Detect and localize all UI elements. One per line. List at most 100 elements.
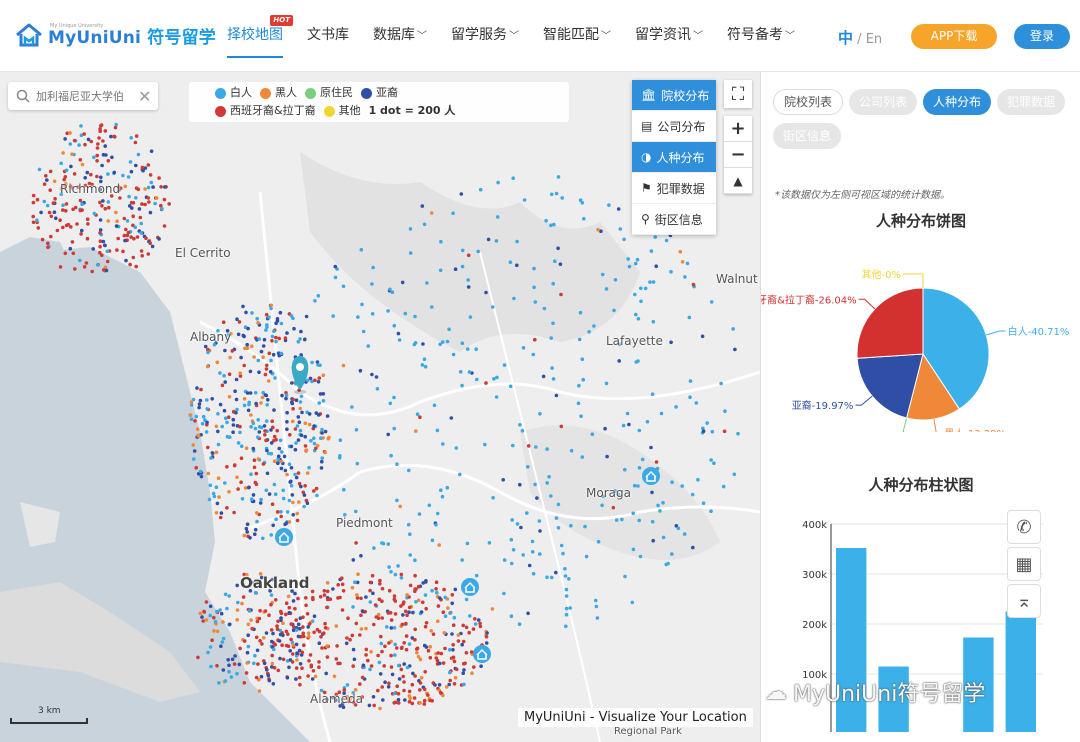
population-dot bbox=[289, 483, 294, 488]
population-dot bbox=[637, 518, 641, 523]
layer-race-distribution[interactable]: ◑ 人种分布 bbox=[632, 142, 716, 173]
phone-button[interactable]: ✆ bbox=[1007, 510, 1041, 544]
population-dot bbox=[126, 230, 131, 235]
clear-search-icon[interactable]: ✕ bbox=[138, 86, 152, 106]
nav-item-essay-library[interactable]: 文书库 bbox=[307, 27, 349, 43]
population-dot bbox=[263, 372, 268, 377]
population-dot bbox=[408, 696, 413, 701]
population-dot bbox=[323, 626, 328, 630]
population-dot bbox=[262, 636, 266, 640]
population-dot bbox=[285, 510, 290, 514]
population-dot bbox=[551, 377, 556, 381]
tab-crime-data[interactable]: 犯罪数据 bbox=[997, 89, 1066, 115]
population-dot bbox=[257, 430, 262, 434]
school-marker-icon[interactable] bbox=[461, 578, 479, 596]
school-marker-icon[interactable] bbox=[473, 645, 491, 663]
population-dot bbox=[143, 202, 147, 207]
population-dots bbox=[31, 122, 740, 711]
population-dot bbox=[325, 597, 330, 602]
map-canvas[interactable]: Richmond El Cerrito Albany Lafayette Wal… bbox=[0, 72, 760, 742]
population-dot bbox=[266, 673, 271, 678]
population-dot bbox=[252, 465, 257, 470]
population-dot bbox=[206, 650, 210, 655]
population-dot bbox=[153, 201, 157, 206]
population-dot bbox=[376, 612, 381, 617]
fullscreen-button[interactable]: ⛶ bbox=[724, 80, 752, 108]
pie-chart-title: 人种分布饼图 bbox=[875, 212, 966, 230]
nav-item-database[interactable]: 数据库 ﹀ bbox=[373, 27, 427, 43]
population-dot bbox=[636, 484, 640, 488]
population-dot bbox=[231, 430, 235, 435]
zoom-in-button[interactable]: + bbox=[724, 116, 752, 142]
population-dot bbox=[278, 628, 283, 633]
layer-company-distribution[interactable]: ▤ 公司分布 bbox=[632, 111, 716, 142]
population-dot bbox=[496, 180, 500, 185]
population-dot bbox=[276, 668, 281, 673]
population-dot bbox=[549, 223, 553, 228]
logo[interactable]: MyUniUni 符号留学 bbox=[14, 22, 216, 48]
login-button[interactable]: 登录 bbox=[1014, 24, 1070, 49]
nav-item-school-map[interactable]: 择校地图 HOT bbox=[215, 0, 295, 72]
population-dot bbox=[225, 606, 229, 611]
population-dot bbox=[258, 608, 262, 613]
population-dot bbox=[275, 510, 280, 514]
population-dot bbox=[270, 577, 275, 582]
population-dot bbox=[341, 284, 346, 289]
app-download-button[interactable]: APP下载 bbox=[911, 24, 997, 49]
population-dot bbox=[512, 296, 516, 301]
location-pin-icon[interactable] bbox=[291, 356, 309, 394]
tab-block-info[interactable]: 街区信息 bbox=[773, 123, 842, 149]
population-dot bbox=[344, 641, 349, 646]
tab-company-list[interactable]: 公司列表 bbox=[849, 89, 918, 115]
population-dot bbox=[189, 400, 194, 404]
lang-en[interactable]: En bbox=[865, 32, 883, 47]
population-dot bbox=[345, 695, 350, 700]
population-dot bbox=[465, 541, 470, 546]
population-dot bbox=[253, 391, 258, 395]
population-dot bbox=[389, 570, 393, 574]
population-dot bbox=[62, 177, 66, 182]
population-dot bbox=[264, 488, 269, 493]
population-dot bbox=[407, 700, 412, 704]
layer-school-distribution[interactable]: 🏛 院校分布 bbox=[632, 80, 716, 111]
back-to-top-icon: ⌅ bbox=[1016, 590, 1032, 612]
population-dot bbox=[319, 635, 323, 639]
nav-item-smart-match[interactable]: 智能匹配 ﹀ bbox=[543, 27, 611, 43]
qr-code-button[interactable]: ▦ bbox=[1007, 547, 1041, 581]
search-input[interactable] bbox=[36, 89, 132, 103]
population-dot bbox=[545, 575, 549, 580]
school-marker-icon[interactable] bbox=[275, 528, 293, 546]
school-marker-icon[interactable] bbox=[642, 467, 660, 485]
zoom-out-button[interactable]: − bbox=[724, 142, 752, 168]
layer-block-info[interactable]: ⚲ 街区信息 bbox=[632, 204, 716, 235]
population-dot bbox=[364, 595, 368, 599]
population-dot bbox=[162, 197, 167, 202]
layer-crime-data[interactable]: ⚑ 犯罪数据 bbox=[632, 173, 716, 204]
population-dot bbox=[556, 526, 561, 530]
population-dot bbox=[599, 229, 603, 233]
back-to-top-button[interactable]: ⌅ bbox=[1007, 584, 1041, 618]
population-dot bbox=[278, 310, 283, 315]
tab-school-list[interactable]: 院校列表 bbox=[773, 89, 844, 115]
population-dot bbox=[401, 674, 406, 679]
population-dot bbox=[376, 616, 381, 620]
lang-zh[interactable]: 中 bbox=[838, 29, 854, 47]
legend-dot bbox=[305, 87, 316, 99]
nav-item-news[interactable]: 留学资讯 ﹀ bbox=[635, 27, 703, 43]
population-dot bbox=[556, 502, 561, 507]
population-dot bbox=[467, 370, 472, 374]
population-dot bbox=[134, 163, 138, 168]
population-dot bbox=[359, 247, 364, 252]
compass-button[interactable]: ▲ bbox=[724, 168, 752, 194]
nav-item-exam-prep[interactable]: 符号备考 ﹀ bbox=[727, 27, 795, 43]
population-dot bbox=[79, 232, 83, 236]
logo-house-icon bbox=[16, 23, 42, 47]
nav-item-services[interactable]: 留学服务 ﹀ bbox=[451, 27, 519, 43]
tab-race-distribution[interactable]: 人种分布 bbox=[923, 89, 992, 115]
population-dot bbox=[617, 359, 621, 363]
population-dot bbox=[545, 481, 549, 485]
logo-subtitle: My Unique University bbox=[50, 23, 104, 29]
population-dot bbox=[272, 329, 276, 334]
population-dot bbox=[719, 381, 723, 386]
population-dot bbox=[613, 278, 618, 282]
